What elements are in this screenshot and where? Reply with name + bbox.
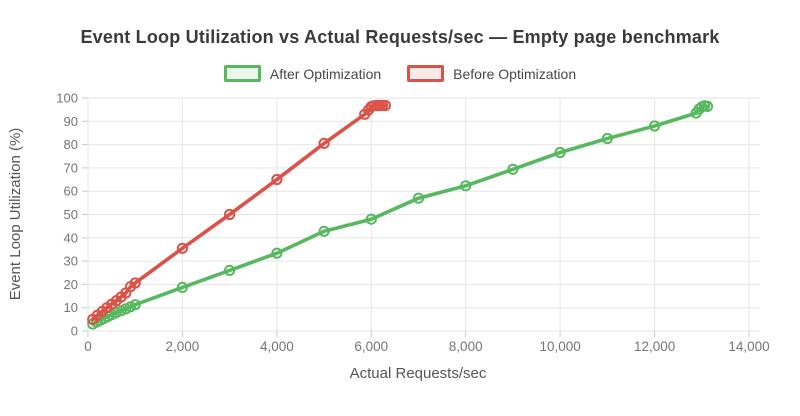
x-tick-label: 12,000 <box>634 339 675 354</box>
data-point-after-optimization <box>318 225 330 237</box>
x-tick-label: 2,000 <box>166 339 200 354</box>
y-tick-label: 30 <box>64 254 78 269</box>
data-point-before-optimization <box>318 137 330 149</box>
y-tick-label: 90 <box>64 114 78 129</box>
data-point-after-optimization <box>460 180 472 192</box>
y-tick-label: 40 <box>64 230 78 245</box>
legend-label-before: Before Optimization <box>453 65 577 82</box>
data-point-after-optimization <box>701 100 714 113</box>
y-tick-label: 70 <box>64 160 78 175</box>
y-tick-label: 50 <box>64 207 78 222</box>
y-tick-label: 60 <box>64 184 78 199</box>
data-point-before-optimization <box>129 277 141 289</box>
y-tick-label: 20 <box>64 277 78 292</box>
x-tick-label: 8,000 <box>449 339 483 354</box>
y-tick-label: 0 <box>71 324 78 339</box>
data-point-after-optimization <box>176 281 188 293</box>
x-tick-label: 6,000 <box>354 339 388 354</box>
data-point-before-optimization <box>176 242 188 254</box>
x-tick-label: 0 <box>84 339 92 354</box>
x-axis-title: Actual Requests/sec <box>350 365 487 382</box>
data-point-after-optimization <box>412 192 425 204</box>
data-point-after-optimization <box>601 132 614 145</box>
y-tick-label: 10 <box>64 300 78 315</box>
x-tick-label: 14,000 <box>728 339 769 354</box>
data-point-after-optimization <box>224 264 236 276</box>
x-tick-label: 4,000 <box>260 339 294 354</box>
data-point-after-optimization <box>129 299 141 311</box>
legend-label-after: After Optimization <box>269 65 382 82</box>
y-tick-label: 100 <box>56 91 78 106</box>
data-point-after-optimization <box>507 163 519 175</box>
data-point-after-optimization <box>271 247 283 259</box>
data-point-before-optimization <box>271 173 283 186</box>
chart-title: Event Loop Utilization vs Actual Request… <box>80 27 720 47</box>
legend-swatch-after <box>223 65 261 82</box>
data-point-after-optimization <box>365 213 377 225</box>
legend: After Optimization Before Optimization <box>0 65 800 82</box>
data-point-after-optimization <box>554 146 566 159</box>
data-point-before-optimization <box>379 99 391 112</box>
data-point-after-optimization <box>649 120 661 132</box>
legend-item-before[interactable]: Before Optimization <box>407 65 576 82</box>
legend-swatch-before <box>407 65 445 82</box>
legend-item-after[interactable]: After Optimization <box>223 65 382 82</box>
y-axis-title: Event Loop Utilization (%) <box>7 128 24 301</box>
y-tick-label: 80 <box>64 137 78 152</box>
x-tick-label: 10,000 <box>539 339 580 354</box>
data-point-before-optimization <box>224 208 236 221</box>
